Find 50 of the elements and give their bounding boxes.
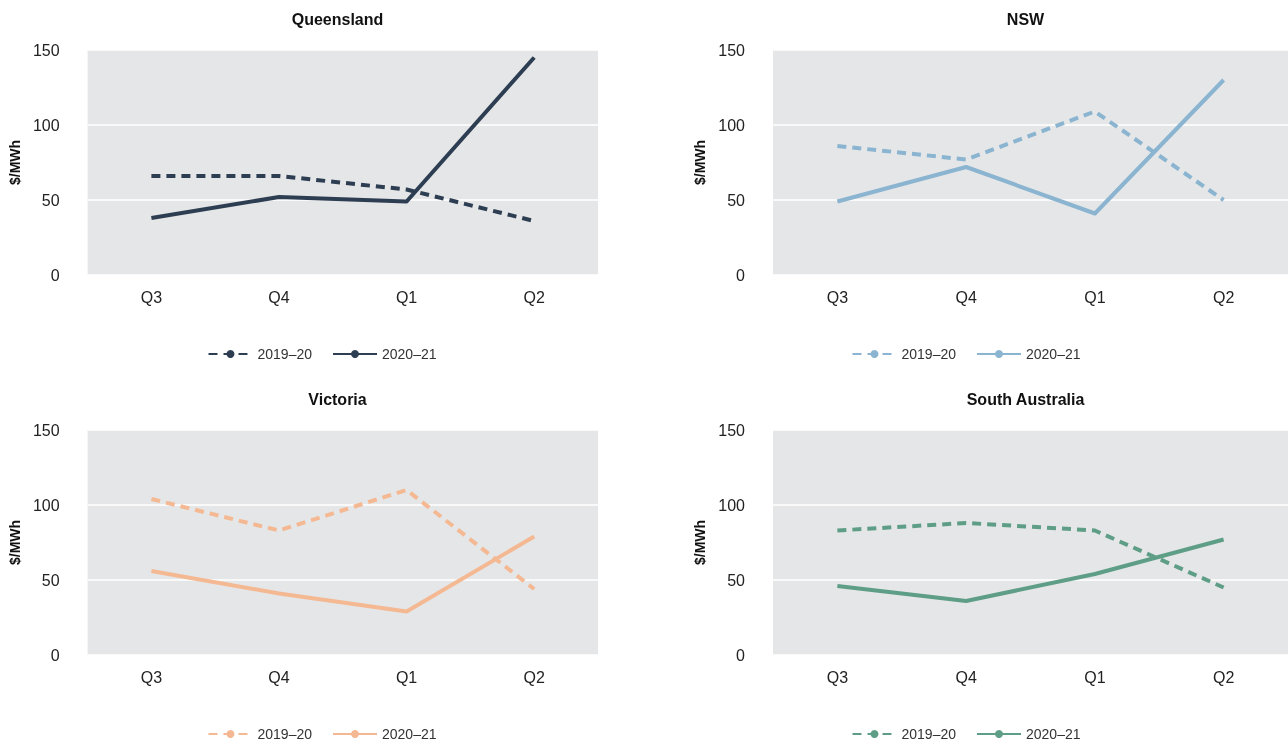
y-tick-label: 50 (727, 571, 746, 589)
x-tick-label: Q2 (1212, 668, 1235, 686)
legend-label: 2019–20 (257, 726, 313, 740)
chart-title: Queensland (291, 10, 384, 28)
y-axis-title: $/MWh (7, 139, 23, 186)
x-tick-label: Q3 (826, 668, 849, 686)
y-tick-label: 100 (718, 496, 746, 514)
x-tick-label: Q2 (1212, 288, 1235, 306)
chart-title: Victoria (308, 390, 367, 408)
x-tick-label: Q3 (140, 288, 163, 306)
y-tick-label: 150 (718, 41, 746, 59)
x-tick-label: Q4 (268, 288, 290, 306)
chart-title: South Australia (966, 390, 1085, 408)
x-tick-label: Q3 (140, 668, 163, 686)
x-tick-label: Q2 (523, 288, 545, 306)
x-tick-label: Q1 (395, 668, 418, 686)
y-tick-label: 50 (727, 191, 746, 209)
y-axis-title: $/MWh (692, 519, 709, 566)
legend-label: 2020–21 (382, 726, 437, 740)
y-axis-title: $/MWh (692, 139, 709, 186)
legend-label: 2019–20 (901, 346, 957, 362)
y-tick-label: 150 (32, 41, 60, 59)
legend-label: 2020–21 (1026, 726, 1081, 740)
legend-label: 2020–21 (382, 346, 437, 362)
x-tick-label: Q2 (523, 668, 545, 686)
x-tick-label: Q3 (826, 288, 849, 306)
y-tick-label: 0 (50, 266, 60, 284)
y-tick-label: 100 (718, 116, 746, 134)
y-axis-title: $/MWh (7, 519, 23, 566)
y-tick-label: 50 (41, 191, 60, 209)
line-series (149, 55, 537, 220)
y-tick-label: 0 (736, 646, 746, 664)
y-tick-label: 100 (32, 116, 60, 134)
x-tick-label: Q4 (955, 288, 977, 306)
x-tick-label: Q1 (1084, 288, 1106, 306)
y-tick-label: 50 (41, 571, 60, 589)
x-tick-label: Q4 (268, 668, 290, 686)
x-tick-label: Q4 (955, 668, 977, 686)
legend-label: 2019–20 (257, 346, 313, 362)
y-tick-label: 0 (50, 646, 60, 664)
y-tick-label: 150 (718, 421, 746, 439)
line-series (835, 78, 1226, 216)
x-tick-label: Q1 (1084, 668, 1106, 686)
legend-label: 2019–20 (901, 726, 957, 740)
legend-label: 2020–21 (1026, 346, 1081, 362)
chart-title: NSW (1006, 10, 1046, 28)
y-tick-label: 150 (32, 421, 60, 439)
y-tick-label: 0 (736, 266, 746, 284)
x-tick-label: Q1 (395, 288, 418, 306)
y-tick-label: 100 (32, 496, 60, 514)
